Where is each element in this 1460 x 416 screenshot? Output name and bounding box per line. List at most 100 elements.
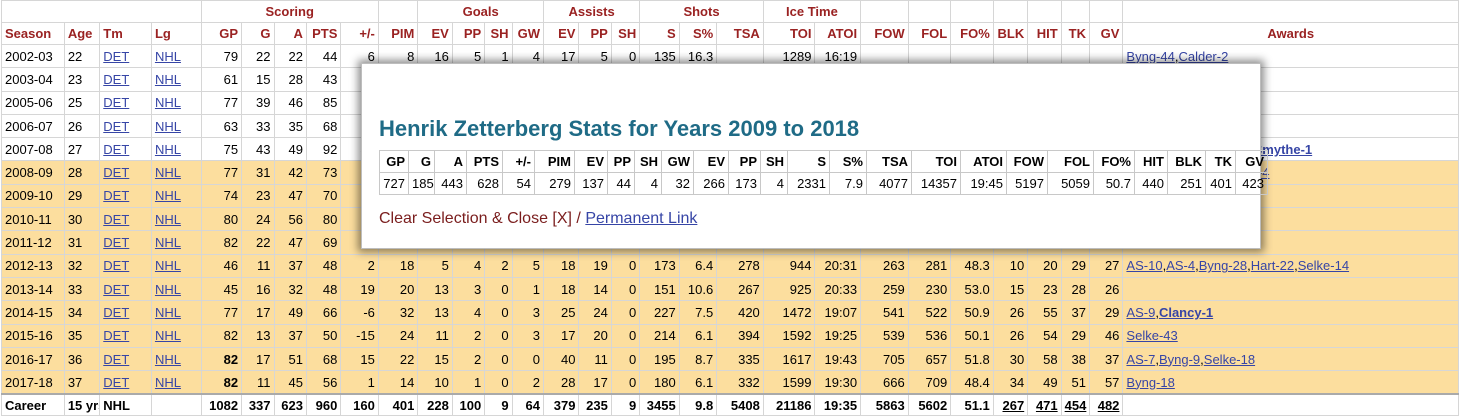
column-header[interactable]: Awards (1122, 22, 1459, 45)
column-header[interactable]: Tm (99, 22, 152, 45)
team-link[interactable]: DET (103, 304, 130, 320)
award-link[interactable]: Byng-44 (1126, 48, 1175, 64)
awards-cell: Byng-18 (1122, 370, 1459, 395)
column-header[interactable]: FOL (907, 22, 952, 45)
season-row[interactable]: 2017-18 37 DET NHL 82 11 45 56 1 14 10 1 0 2 28 17 0 180 6… (1, 370, 1459, 395)
stat-cell: 31 (241, 160, 275, 185)
column-header[interactable]: TOI (762, 22, 816, 45)
career-label: Career (1, 392, 65, 416)
stat-cell: 53.0 (950, 276, 994, 302)
award-link[interactable]: AS-9 (1126, 304, 1156, 320)
popup-header: PTS (466, 150, 503, 173)
column-header[interactable]: GV (1088, 22, 1124, 45)
stat-cell: 35 (273, 113, 307, 139)
league-link[interactable]: NHL (154, 351, 181, 367)
league-link[interactable]: NHL (154, 71, 181, 87)
column-header[interactable]: PIM (377, 22, 419, 45)
career-stat: 5863 (860, 392, 909, 416)
league-link[interactable]: NHL (154, 211, 181, 227)
team-link[interactable]: DET (103, 351, 130, 367)
career-stat: 21186 (762, 392, 816, 416)
league-link[interactable]: NHL (154, 304, 181, 320)
team-link[interactable]: DET (103, 95, 130, 111)
team-link[interactable]: DET (103, 211, 130, 227)
season-row[interactable]: 2016-17 36 DET NHL 82 17 51 68 15 22 15 2 0 0 40 11 0 195… (1, 346, 1459, 372)
team-link[interactable]: DET (103, 48, 130, 64)
column-header[interactable]: A (273, 22, 307, 45)
league-cell: NHL (150, 183, 202, 209)
team-link[interactable]: DET (103, 118, 130, 134)
team-link[interactable]: DET (103, 374, 130, 390)
column-header[interactable]: PP (578, 22, 612, 45)
season-row[interactable]: 2012-13 32 DET NHL 46 11 37 48 2 18 5 4 2 5 18 19 0 173 6.… (1, 253, 1459, 278)
award-link[interactable]: Byng-9 (1158, 351, 1201, 367)
stat-cell: 68 (305, 346, 342, 372)
league-link[interactable]: NHL (154, 188, 181, 204)
column-header[interactable]: FOW (860, 22, 909, 45)
column-header[interactable]: FO% (950, 22, 994, 45)
award-link[interactable]: Selke-14 (1297, 258, 1350, 274)
team-link[interactable]: DET (103, 71, 130, 87)
column-header[interactable]: TK (1060, 22, 1091, 45)
column-header[interactable]: TSA (716, 22, 764, 45)
season-row[interactable]: 2013-14 33 DET NHL 45 16 32 48 19 20 13 3 0 1 18 14 0 151… (1, 276, 1459, 302)
team-link[interactable]: DET (103, 165, 130, 181)
career-stat: 5408 (716, 392, 764, 416)
league-link[interactable]: NHL (154, 374, 181, 390)
award-link[interactable]: Selke-18 (1203, 351, 1256, 367)
column-header[interactable]: PP (451, 22, 486, 45)
league-link[interactable]: NHL (154, 281, 181, 297)
column-header[interactable]: SH (484, 22, 513, 45)
clear-selection-close-button[interactable]: Clear Selection & Close [X] (379, 210, 572, 227)
column-header[interactable]: Lg (150, 22, 202, 45)
permanent-link[interactable]: Permanent Link (585, 210, 698, 227)
stat-cell: 17 (241, 346, 275, 372)
column-header[interactable]: +/- (340, 22, 379, 45)
column-header[interactable]: S (639, 22, 680, 45)
column-header[interactable]: ATOI (814, 22, 862, 45)
column-header[interactable]: HIT (1027, 22, 1062, 45)
column-header[interactable]: SH (610, 22, 641, 45)
team-link[interactable]: DET (103, 141, 130, 157)
awards-cell: AS-9,Clancy-1 (1122, 300, 1459, 325)
column-header[interactable]: G (241, 22, 275, 45)
team-link[interactable]: DET (103, 188, 130, 204)
column-header[interactable]: Age (63, 22, 101, 45)
stat-cell: 0 (610, 276, 641, 302)
award-link[interactable]: Byng-18 (1126, 374, 1175, 390)
award-link[interactable]: AS-4 (1166, 258, 1196, 274)
league-link[interactable]: NHL (154, 328, 181, 344)
season-row[interactable]: 2014-15 34 DET NHL 77 17 49 66 -6 32 13 4 0 3 25 24 0 227… (1, 300, 1459, 325)
team-link[interactable]: DET (103, 235, 130, 251)
column-header[interactable]: GW (511, 22, 544, 45)
award-link[interactable]: Hart-22 (1250, 258, 1295, 274)
season-row[interactable]: 2015-16 35 DET NHL 82 13 37 50 -15 24 11 2 0 3 17 20 0 21… (1, 323, 1459, 348)
league-link[interactable]: NHL (154, 258, 181, 274)
stat-cell: 75 (200, 137, 243, 162)
league-link[interactable]: NHL (154, 95, 181, 111)
award-link[interactable]: Calder-2 (1178, 48, 1229, 64)
award-link[interactable]: AS-7 (1126, 351, 1156, 367)
group-ice-time: Ice Time (762, 0, 862, 23)
league-link[interactable]: NHL (154, 235, 181, 251)
column-header[interactable]: Season (1, 22, 65, 45)
award-link[interactable]: Selke-43 (1126, 328, 1178, 344)
column-header[interactable]: EV (542, 22, 580, 45)
league-link[interactable]: NHL (154, 165, 181, 181)
award-link[interactable]: Byng-28 (1198, 258, 1248, 274)
column-header[interactable]: GP (200, 22, 243, 45)
team-link[interactable]: DET (103, 281, 130, 297)
award-link[interactable]: Clancy-1 (1158, 304, 1214, 320)
team-link[interactable]: DET (103, 258, 130, 274)
league-link[interactable]: NHL (154, 118, 181, 134)
column-header[interactable]: PTS (305, 22, 342, 45)
award-link[interactable]: AS-10 (1126, 258, 1163, 274)
team-link[interactable]: DET (103, 328, 130, 344)
league-link[interactable]: NHL (154, 141, 181, 157)
league-link[interactable]: NHL (154, 48, 181, 64)
column-header[interactable]: S% (678, 22, 718, 45)
column-header[interactable]: EV (417, 22, 453, 45)
column-header[interactable]: BLK (992, 22, 1029, 45)
award-link[interactable]: Smythe-1 (1253, 141, 1313, 157)
stat-cell: 1472 (762, 300, 816, 325)
